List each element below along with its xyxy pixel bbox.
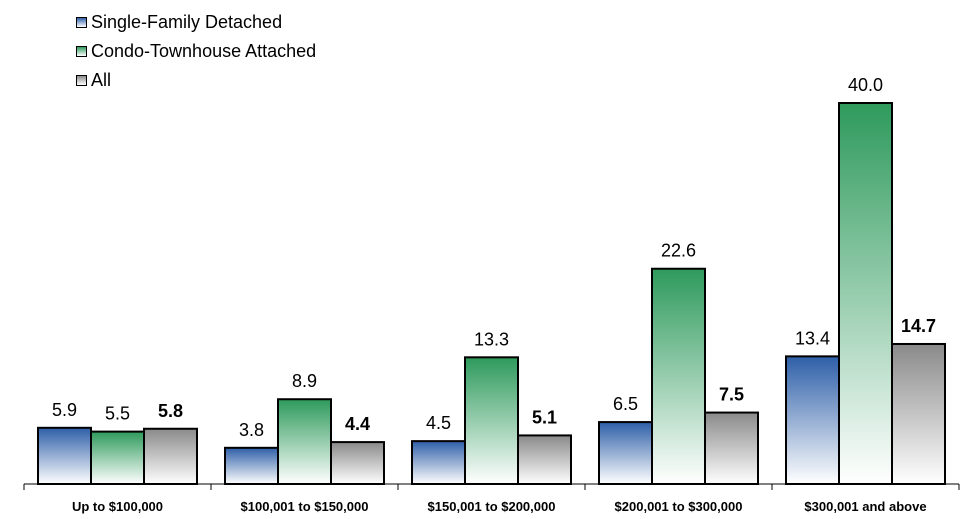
chart-legend: Single-Family Detached Condo-Townhouse A… xyxy=(76,8,316,95)
legend-swatch-single-family xyxy=(76,17,87,28)
value-label-condo-townhouse-attached-5: 40.0 xyxy=(848,75,883,95)
bar-single-family-detached-1 xyxy=(37,426,92,485)
legend-swatch-condo-townhouse xyxy=(76,46,87,57)
bar-condo-townhouse-attached-4 xyxy=(651,267,706,485)
value-label-condo-townhouse-attached-3: 13.3 xyxy=(474,329,509,349)
bars-group xyxy=(37,102,946,486)
bar-single-family-detached-5 xyxy=(785,355,840,485)
bar-all-3 xyxy=(517,434,572,485)
x-axis: Up to $100,000 $100,001 to $150,000 $150,0… xyxy=(23,483,960,514)
value-label-condo-townhouse-attached-1: 5.5 xyxy=(105,404,130,424)
legend-item-single-family: Single-Family Detached xyxy=(76,8,316,37)
legend-label-single-family: Single-Family Detached xyxy=(91,12,283,32)
bar-condo-townhouse-attached-1 xyxy=(90,430,145,485)
category-label-1: Up to $100,000 xyxy=(72,499,163,514)
bar-condo-townhouse-attached-2 xyxy=(277,398,332,486)
bar-all-5 xyxy=(891,342,946,486)
value-label-single-family-detached-2: 3.8 xyxy=(239,420,264,440)
category-label-4: $200,001 to $300,000 xyxy=(615,499,743,514)
value-label-single-family-detached-3: 4.5 xyxy=(426,413,451,433)
value-label-all-3: 5.1 xyxy=(532,407,557,427)
legend-item-all: All xyxy=(76,66,316,95)
bar-condo-townhouse-attached-5 xyxy=(838,102,893,485)
value-label-single-family-detached-4: 6.5 xyxy=(613,394,638,414)
value-label-condo-townhouse-attached-2: 8.9 xyxy=(292,371,317,391)
value-label-all-2: 4.4 xyxy=(345,414,370,434)
bar-all-4 xyxy=(704,411,759,485)
bar-condo-townhouse-attached-3 xyxy=(464,356,519,486)
value-label-all-1: 5.8 xyxy=(158,401,183,421)
category-label-5: $300,001 and above xyxy=(804,499,926,514)
value-label-all-4: 7.5 xyxy=(719,385,744,405)
category-label-2: $100,001 to $150,000 xyxy=(241,499,369,514)
bar-single-family-detached-4 xyxy=(598,421,653,485)
value-label-condo-townhouse-attached-4: 22.6 xyxy=(661,241,696,261)
category-label-3: $150,001 to $200,000 xyxy=(428,499,556,514)
bar-single-family-detached-3 xyxy=(411,440,466,486)
value-labels-group: 5.9 5.5 5.8 3.8 8.9 4.4 4.5 13.3 5.1 6.5 22.6 7.5 13… xyxy=(52,75,936,440)
bar-all-1 xyxy=(143,427,198,486)
legend-label-all: All xyxy=(91,70,112,90)
value-label-all-5: 14.7 xyxy=(901,316,936,336)
bar-single-family-detached-2 xyxy=(224,446,279,485)
value-label-single-family-detached-1: 5.9 xyxy=(52,400,77,420)
bar-all-2 xyxy=(330,441,385,485)
legend-swatch-all xyxy=(76,75,87,86)
value-label-single-family-detached-5: 13.4 xyxy=(795,328,830,348)
legend-label-condo-townhouse: Condo-Townhouse Attached xyxy=(91,41,317,61)
legend-item-condo-townhouse: Condo-Townhouse Attached xyxy=(76,37,316,66)
